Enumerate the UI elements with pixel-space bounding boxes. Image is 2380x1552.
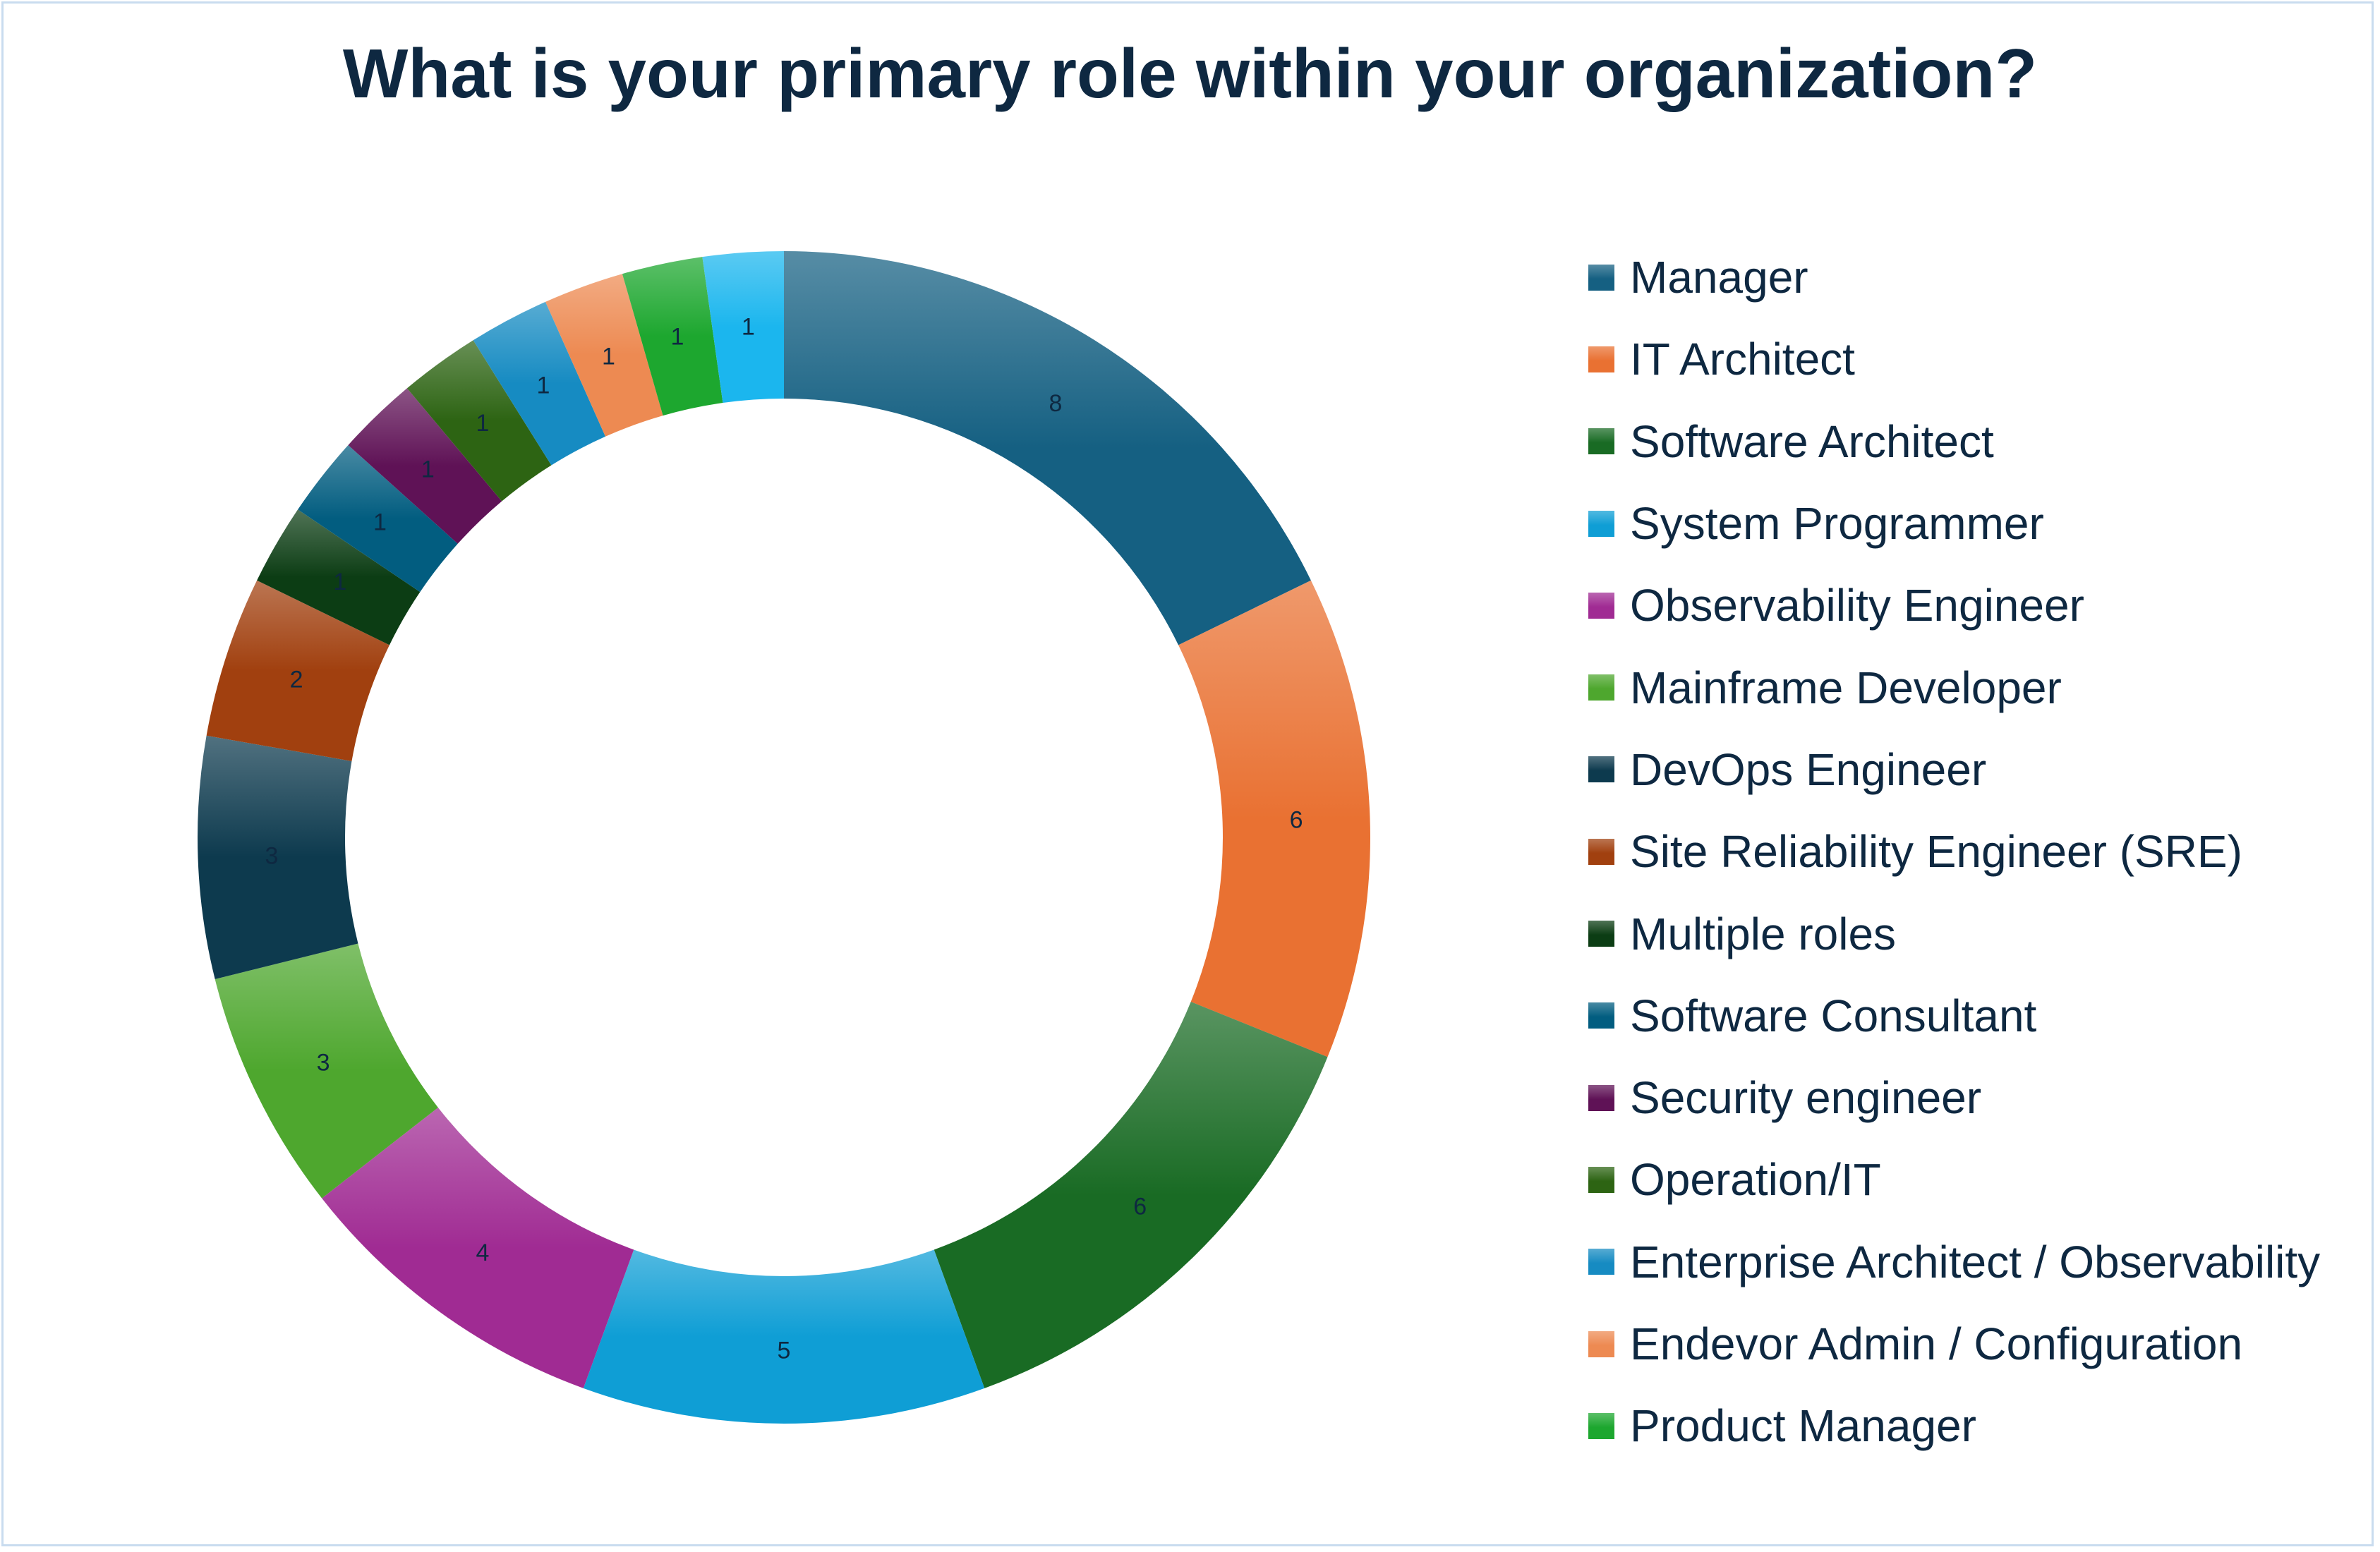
legend-swatch xyxy=(1588,510,1614,537)
slice-system-programmer xyxy=(583,1249,985,1424)
legend-item: IT Architect xyxy=(1588,318,2320,400)
legend-item: Site Reliability Engineer (SRE) xyxy=(1588,811,2320,892)
data-label: 1 xyxy=(670,323,684,350)
legend-swatch xyxy=(1588,592,1614,619)
data-label: 1 xyxy=(333,569,346,595)
legend-swatch xyxy=(1588,921,1614,947)
legend-label: System Programmer xyxy=(1630,498,2044,550)
slice-site-reliability-engineer-sre- xyxy=(206,580,389,761)
slice-unlabeled xyxy=(702,251,784,404)
data-label: 1 xyxy=(536,372,550,399)
data-label: 1 xyxy=(602,343,615,370)
legend-swatch xyxy=(1588,1166,1614,1193)
legend-swatch xyxy=(1588,346,1614,372)
legend-swatch xyxy=(1588,264,1614,291)
legend-label: Product Manager xyxy=(1630,1400,1976,1452)
data-label: 1 xyxy=(421,456,435,483)
data-label: 3 xyxy=(265,842,278,869)
legend-label: Site Reliability Engineer (SRE) xyxy=(1630,826,2242,878)
legend-item: Software Architect xyxy=(1588,401,2320,483)
data-label: 1 xyxy=(373,509,387,536)
data-label: 1 xyxy=(742,313,755,340)
slice-multiple-roles xyxy=(257,509,421,645)
legend-swatch xyxy=(1588,756,1614,783)
legend-item: Security engineer xyxy=(1588,1057,2320,1139)
legend-label: Operation/IT xyxy=(1630,1154,1881,1206)
data-label: 5 xyxy=(778,1338,791,1364)
chart-title: What is your primary role within your or… xyxy=(342,35,2038,112)
legend-label: Security engineer xyxy=(1630,1072,1982,1124)
legend-label: Software Architect xyxy=(1630,416,1994,467)
legend-swatch xyxy=(1588,674,1614,701)
slice-mainframe-developer xyxy=(215,943,438,1199)
legend-label: Manager xyxy=(1630,252,1808,303)
legend-item: Mainframe Developer xyxy=(1588,646,2320,728)
slice-observability-engineer xyxy=(322,1107,634,1388)
legend-swatch xyxy=(1588,1330,1614,1357)
legend-label: Enterprise Architect / Observability xyxy=(1630,1236,2321,1287)
slice-product-manager xyxy=(622,257,723,416)
data-label: 8 xyxy=(1049,390,1063,417)
slice-endevor-admin-configuration xyxy=(545,274,663,437)
legend-item: Operation/IT xyxy=(1588,1139,2320,1220)
data-label: 3 xyxy=(317,1049,330,1076)
legend-label: Mainframe Developer xyxy=(1630,662,2062,713)
data-label: 2 xyxy=(290,666,303,693)
slice-devops-engineer xyxy=(198,735,358,980)
slice-security-engineer xyxy=(348,388,502,544)
legend-item: Product Manager xyxy=(1588,1385,2320,1467)
data-label: 6 xyxy=(1133,1194,1147,1220)
legend-item: Manager xyxy=(1588,236,2320,318)
slice-it-architect xyxy=(1178,580,1371,1057)
legend-item: Enterprise Architect / Observability xyxy=(1588,1221,2320,1303)
legend-label: Software Consultant xyxy=(1630,990,2037,1041)
legend-item: Endevor Admin / Configuration xyxy=(1588,1303,2320,1385)
slice-enterprise-architect-observability xyxy=(473,301,606,466)
legend: Manager IT Architect Software Architect Sys… xyxy=(1588,236,2320,1467)
data-label: 1 xyxy=(476,410,490,437)
legend-item: System Programmer xyxy=(1588,483,2320,564)
legend-swatch xyxy=(1588,1412,1614,1439)
legend-swatch xyxy=(1588,1249,1614,1275)
legend-item: Observability Engineer xyxy=(1588,564,2320,646)
legend-item: DevOps Engineer xyxy=(1588,729,2320,811)
legend-item: Software Consultant xyxy=(1588,975,2320,1057)
slice-software-consultant xyxy=(298,444,458,593)
legend-label: DevOps Engineer xyxy=(1630,744,1987,795)
legend-swatch xyxy=(1588,1084,1614,1111)
legend-swatch xyxy=(1588,1002,1614,1029)
legend-label: Observability Engineer xyxy=(1630,580,2084,631)
legend-label: Multiple roles xyxy=(1630,908,1897,959)
data-label: 4 xyxy=(476,1239,490,1266)
legend-swatch xyxy=(1588,428,1614,455)
legend-swatch xyxy=(1588,838,1614,865)
slice-manager xyxy=(784,251,1311,645)
legend-label: Endevor Admin / Configuration xyxy=(1630,1318,2243,1369)
slice-software-architect xyxy=(934,1002,1328,1388)
slice-operation-it xyxy=(406,340,552,502)
legend-label: IT Architect xyxy=(1630,334,1855,385)
data-label: 6 xyxy=(1290,807,1303,834)
legend-item: Multiple roles xyxy=(1588,892,2320,974)
